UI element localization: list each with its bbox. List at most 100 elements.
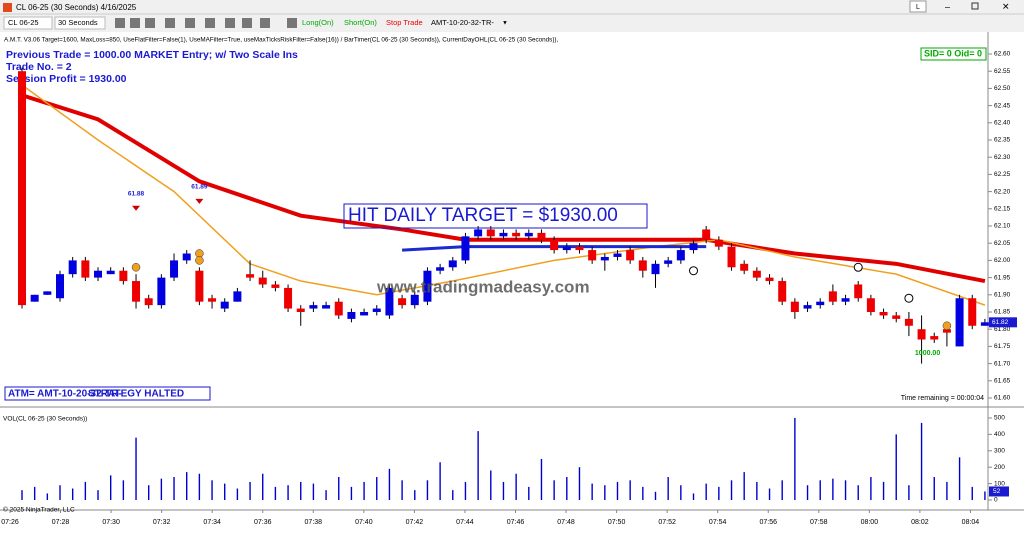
volume-bar xyxy=(553,480,555,500)
sid-text: SID= 0 Oid= 0 xyxy=(924,48,982,58)
exit-marker xyxy=(904,293,914,303)
candle-body xyxy=(866,298,875,312)
volume-bar xyxy=(768,488,771,500)
candle-body xyxy=(626,250,635,261)
candle-body xyxy=(638,260,647,271)
volume-bar xyxy=(540,458,543,500)
indicator-label: A.M.T. V3.06 Target=1600, MaxLoss=850, U… xyxy=(4,37,559,44)
volume-bar xyxy=(502,481,505,500)
time-remaining: Time remaining = 00:00:04 xyxy=(901,395,984,402)
volume-bar xyxy=(109,475,112,500)
x-tick-label: 07:58 xyxy=(810,519,828,526)
candle-body xyxy=(676,250,685,261)
x-tick-label: 07:38 xyxy=(305,519,323,526)
x-tick-label: 07:32 xyxy=(153,519,171,526)
last-price-box xyxy=(989,317,1017,328)
info-line: Previous Trade = 1000.00 MARKET Entry; w… xyxy=(6,49,298,61)
candle-body xyxy=(258,277,267,285)
x-tick-label: 07:26 xyxy=(1,519,19,526)
volume-bar xyxy=(743,472,745,500)
y-tick-label: 62.10 xyxy=(994,223,1011,230)
candle-body xyxy=(372,308,381,312)
volume-bar xyxy=(401,480,403,500)
candle-body xyxy=(512,232,521,237)
y-tick-label: 62.55 xyxy=(994,68,1011,75)
volume-bar xyxy=(97,490,99,500)
volume-bar xyxy=(629,480,631,500)
candle-body xyxy=(423,270,432,302)
signal-triangle xyxy=(195,198,204,204)
candle-body xyxy=(752,270,761,278)
volume-bar xyxy=(692,493,695,500)
candle-body xyxy=(689,243,698,251)
volume-bar xyxy=(908,485,910,500)
volume-bar xyxy=(616,481,619,500)
candle-body xyxy=(322,305,331,309)
candle-body xyxy=(537,232,546,240)
candle-body xyxy=(94,270,103,278)
volume-bar xyxy=(946,481,948,500)
interval-box[interactable] xyxy=(54,16,106,30)
y-tick-label: 62.05 xyxy=(994,240,1011,247)
volume-bar xyxy=(794,417,796,500)
volume-bar xyxy=(515,473,517,500)
volume-bar xyxy=(186,472,188,500)
volume-bar xyxy=(882,481,885,500)
stop-button[interactable]: Stop Trade xyxy=(386,18,423,27)
x-tick-label: 08:04 xyxy=(962,519,980,526)
link-button[interactable] xyxy=(909,0,927,13)
candle-body xyxy=(841,298,850,302)
candle-body xyxy=(930,336,939,340)
dropdown[interactable]: ▼ xyxy=(502,21,508,27)
candle-body xyxy=(778,281,787,302)
interval[interactable]: 30 Seconds xyxy=(58,18,98,27)
long-button[interactable]: Long(On) xyxy=(302,18,334,27)
window-title: CL 06-25 (30 Seconds) 4/16/2025 xyxy=(16,3,137,12)
close[interactable]: ✕ xyxy=(1002,1,1010,11)
info-line: Trade No. = 2 xyxy=(6,61,72,73)
candle-body xyxy=(524,232,533,237)
candle-body xyxy=(486,229,495,237)
candle-body xyxy=(879,312,888,316)
minimize[interactable]: – xyxy=(945,1,950,11)
candle-body xyxy=(385,287,394,316)
y-tick-label: 500 xyxy=(994,415,1005,422)
candle-body xyxy=(43,291,52,295)
x-tick-label: 07:28 xyxy=(52,519,70,526)
candle-body xyxy=(398,298,407,306)
volume-bar xyxy=(819,480,821,500)
maximize[interactable] xyxy=(971,2,979,10)
volume-bar xyxy=(654,491,657,500)
candle-body xyxy=(334,301,343,316)
atm-select[interactable]: AMT-10-20-32-TR- xyxy=(431,18,494,27)
candle-body xyxy=(575,246,584,251)
y-tick-label: 61.60 xyxy=(994,395,1011,402)
candle-body xyxy=(562,246,571,251)
candle-body xyxy=(360,312,369,316)
volume-bar xyxy=(21,490,23,500)
signal-label: 61.88 xyxy=(128,191,145,198)
volume-bar xyxy=(566,477,568,500)
x-tick-label: 08:00 xyxy=(861,519,879,526)
candle-body xyxy=(182,253,191,261)
candle-body xyxy=(765,277,774,282)
instrument[interactable]: CL 06-25 xyxy=(8,18,39,27)
instrument-box[interactable] xyxy=(3,16,53,30)
volume-bar xyxy=(338,477,340,500)
volume-bar xyxy=(781,480,783,500)
candle-body xyxy=(296,308,305,312)
candle-body xyxy=(119,270,128,282)
short-button[interactable]: Short(On) xyxy=(344,18,377,27)
candle-body xyxy=(854,284,863,299)
y-tick-label: 300 xyxy=(994,447,1005,454)
candle-body xyxy=(664,260,673,264)
volume-bar xyxy=(84,481,87,500)
x-tick-label: 07:40 xyxy=(355,519,373,526)
volume-bar xyxy=(895,434,897,500)
signal-triangle xyxy=(132,205,141,211)
volume-bar xyxy=(325,490,327,500)
volume-bar xyxy=(388,468,391,500)
candle-body xyxy=(613,253,622,257)
candle-body xyxy=(410,294,419,306)
candle-body xyxy=(144,298,153,306)
